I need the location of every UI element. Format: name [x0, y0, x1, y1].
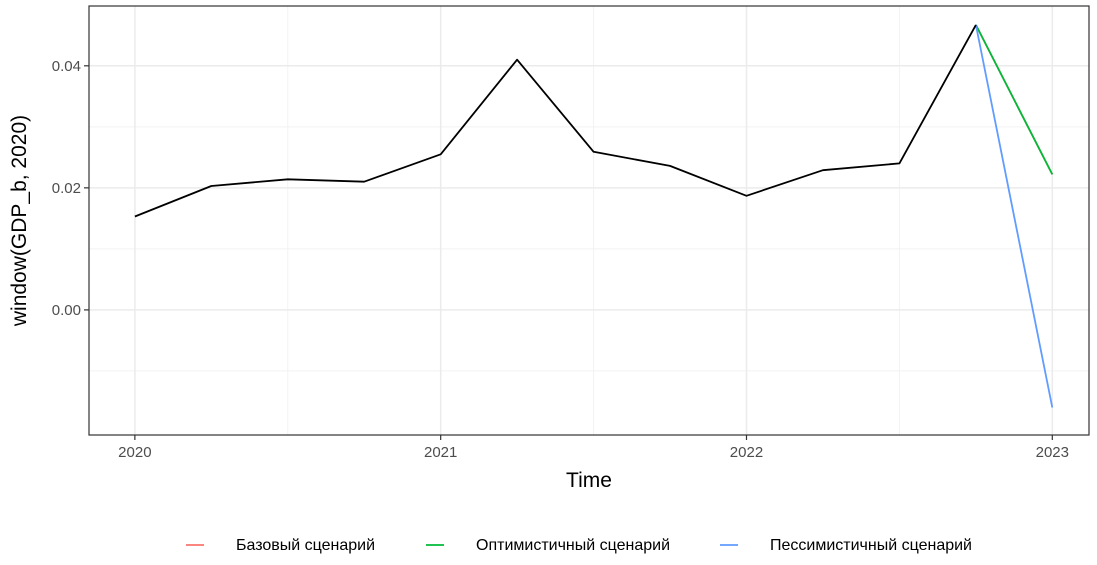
series-layer [134, 24, 1054, 408]
x-tick-label: 2023 [1036, 444, 1069, 461]
x-tick-label: 2022 [730, 444, 763, 461]
series-line [975, 24, 1054, 408]
history-line [134, 24, 977, 218]
y-tick-label: 0.00 [52, 302, 81, 319]
legend-label: Оптимистичный сценарий [476, 537, 670, 554]
y-tick-label: 0.02 [52, 180, 81, 197]
tick-layer: 2020 2021 2022 2023 0.00 0.02 0.04 [52, 58, 1069, 461]
legend-label: Пессимистичный сценарий [770, 537, 972, 554]
x-tick-label: 2020 [118, 444, 151, 461]
series-line [975, 24, 1054, 175]
y-tick-label: 0.04 [52, 58, 81, 75]
y-axis-title: window(GDP_b, 2020) [8, 115, 31, 327]
legend-label: Базовый сценарий [236, 537, 375, 554]
x-tick-label: 2021 [424, 444, 457, 461]
x-axis-title: Time [566, 469, 612, 492]
grid-layer [89, 6, 1089, 435]
legend: Базовый сценарий Оптимистичный сценарий Пе… [186, 537, 972, 554]
panel-border [88, 5, 1090, 436]
